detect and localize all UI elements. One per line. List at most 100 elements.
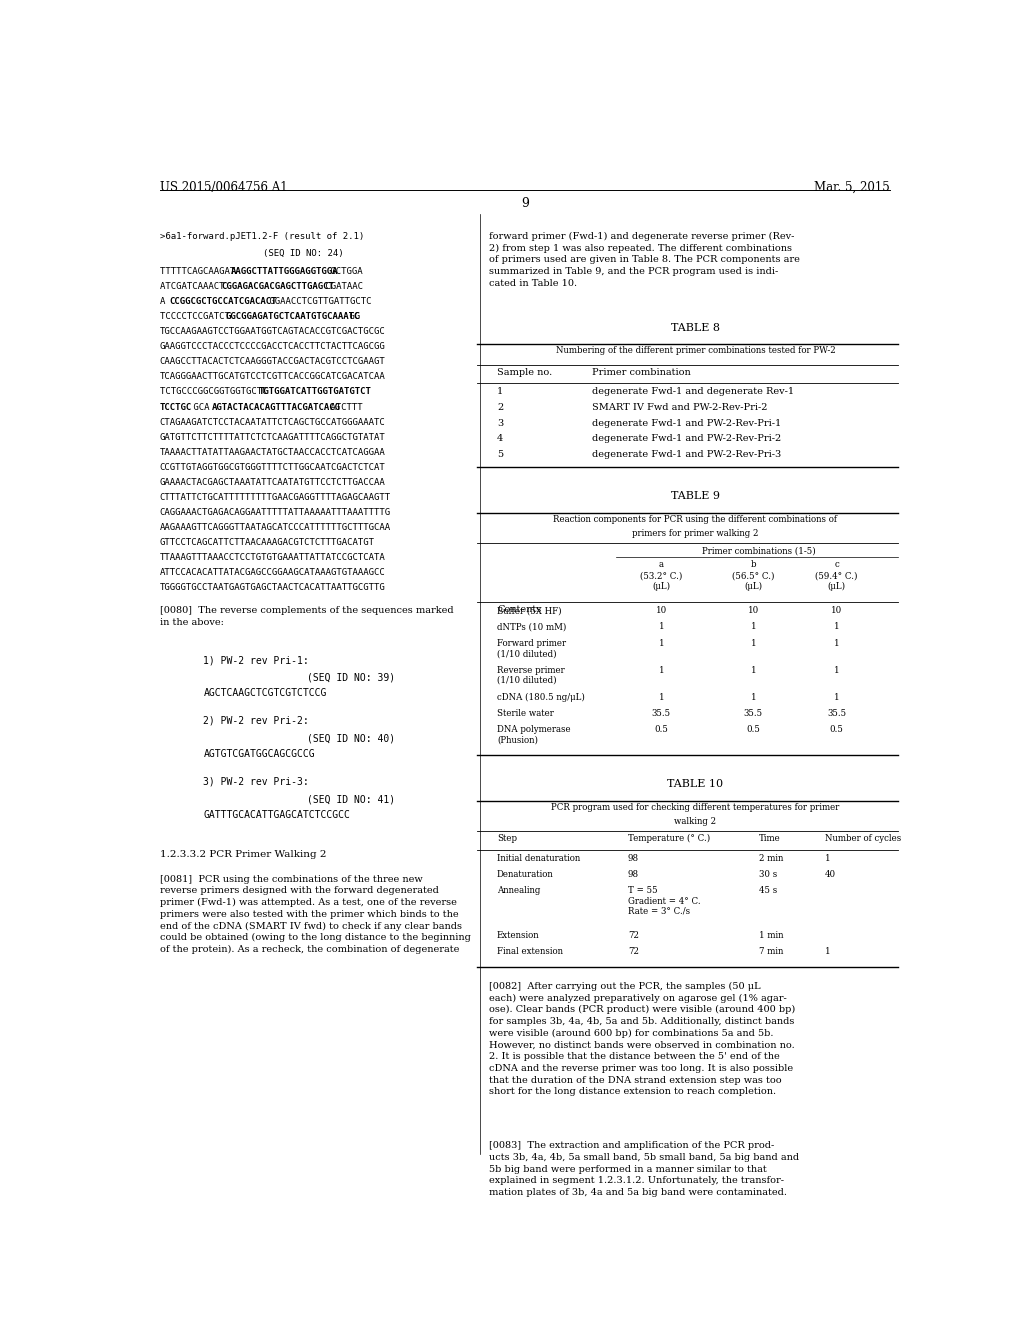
Text: TGGGGTGCCTAATGAGTGAGCTAACTCACATTAATTGCGTTG: TGGGGTGCCTAATGAGTGAGCTAACTCACATTAATTGCGT… bbox=[160, 583, 385, 593]
Text: CCGTTGTAGGTGGCGTGGGTTTTCTTGGCAATCGACTCTCAT: CCGTTGTAGGTGGCGTGGGTTTTCTTGGCAATCGACTCTC… bbox=[160, 463, 385, 471]
Text: [0080]  The reverse complements of the sequences marked
in the above:: [0080] The reverse complements of the se… bbox=[160, 606, 454, 627]
Text: 1: 1 bbox=[751, 665, 756, 675]
Text: (SEQ ID NO: 40): (SEQ ID NO: 40) bbox=[306, 734, 394, 743]
Text: CGGAGACGACGAGCTTGAGCT: CGGAGACGACGAGCTTGAGCT bbox=[221, 282, 334, 292]
Text: 1: 1 bbox=[834, 623, 840, 631]
Text: Final extension: Final extension bbox=[497, 948, 563, 956]
Text: 45 s: 45 s bbox=[759, 886, 777, 895]
Text: 9: 9 bbox=[521, 197, 528, 210]
Text: TCCCCTCCGATCT: TCCCCTCCGATCT bbox=[160, 313, 234, 321]
Text: TAAAACTTATATTAAGAACTATGCTAACCACCTCATCAGGAA: TAAAACTTATATTAAGAACTATGCTAACCACCTCATCAGG… bbox=[160, 447, 385, 457]
Text: 2) PW-2 rev Pri-2:: 2) PW-2 rev Pri-2: bbox=[204, 715, 309, 726]
Text: 2 min: 2 min bbox=[759, 854, 783, 862]
Text: cDNA (180.5 ng/μL): cDNA (180.5 ng/μL) bbox=[497, 693, 585, 702]
Text: 30 s: 30 s bbox=[759, 870, 777, 879]
Text: PCR program used for checking different temperatures for primer: PCR program used for checking different … bbox=[551, 803, 840, 812]
Text: Sample no.: Sample no. bbox=[497, 368, 552, 376]
Text: [0083]  The extraction and amplification of the PCR prod-
ucts 3b, 4a, 4b, 5a sm: [0083] The extraction and amplification … bbox=[489, 1142, 799, 1197]
Text: 3) PW-2 rev Pri-3:: 3) PW-2 rev Pri-3: bbox=[204, 777, 309, 787]
Text: CGATAAC: CGATAAC bbox=[321, 282, 364, 292]
Text: Reaction components for PCR using the different combinations of: Reaction components for PCR using the di… bbox=[553, 515, 838, 524]
Text: 72: 72 bbox=[628, 948, 639, 956]
Text: Reverse primer
(1/10 diluted): Reverse primer (1/10 diluted) bbox=[497, 665, 565, 685]
Text: TABLE 8: TABLE 8 bbox=[671, 323, 720, 333]
Text: 1: 1 bbox=[751, 639, 756, 648]
Text: TTAAAGTTTAAACCTCCTGTGTGAAATTATTATCCGCTCATA: TTAAAGTTTAAACCTCCTGTGTGAAATTATTATCCGCTCA… bbox=[160, 553, 385, 562]
Text: (SEQ ID NO: 39): (SEQ ID NO: 39) bbox=[306, 672, 394, 682]
Text: a
(53.2° C.)
(μL): a (53.2° C.) (μL) bbox=[640, 561, 682, 591]
Text: (SEQ ID NO: 41): (SEQ ID NO: 41) bbox=[306, 795, 394, 804]
Text: SMART IV Fwd and PW-2-Rev-Pri-2: SMART IV Fwd and PW-2-Rev-Pri-2 bbox=[592, 403, 768, 412]
Text: TTTTTCAGCAAGAT: TTTTTCAGCAAGAT bbox=[160, 267, 241, 276]
Text: 1.2.3.3.2 PCR Primer Walking 2: 1.2.3.3.2 PCR Primer Walking 2 bbox=[160, 850, 327, 859]
Text: 1) PW-2 rev Pri-1:: 1) PW-2 rev Pri-1: bbox=[204, 655, 309, 665]
Text: T = 55
Gradient = 4° C.
Rate = 3° C./s: T = 55 Gradient = 4° C. Rate = 3° C./s bbox=[628, 886, 700, 916]
Text: 10: 10 bbox=[831, 606, 843, 615]
Text: TABLE 10: TABLE 10 bbox=[668, 779, 724, 789]
Text: Initial denaturation: Initial denaturation bbox=[497, 854, 581, 862]
Text: Numbering of the different primer combinations tested for PW-2: Numbering of the different primer combin… bbox=[556, 346, 836, 355]
Text: CTAGAAGATCTCCTACAATATTCTCAGCTGCCATGGGAAATC: CTAGAAGATCTCCTACAATATTCTCAGCTGCCATGGGAAA… bbox=[160, 417, 385, 426]
Text: Time: Time bbox=[759, 834, 780, 843]
Text: GGAACCTCGTTGATTGCTC: GGAACCTCGTTGATTGCTC bbox=[263, 297, 371, 306]
Text: AAGAAAGTTCAGGGTTAATAGCATCCCATTTTTTGCTTTGCAA: AAGAAAGTTCAGGGTTAATAGCATCCCATTTTTTGCTTTG… bbox=[160, 523, 391, 532]
Text: >6a1-forward.pJET1.2-F (result of 2.1): >6a1-forward.pJET1.2-F (result of 2.1) bbox=[160, 231, 364, 240]
Text: GCTGGA: GCTGGA bbox=[325, 267, 362, 276]
Text: GGCGGAGATGCTCAATGTGCAAATC: GGCGGAGATGCTCAATGTGCAAATC bbox=[226, 313, 360, 321]
Text: GATTTGCACATTGAGCATCTCCGCC: GATTTGCACATTGAGCATCTCCGCC bbox=[204, 809, 350, 820]
Text: 72: 72 bbox=[628, 931, 639, 940]
Text: CAGGAAACTGAGACAGGAATTTTTATTAAAAATTTAAATTTTG: CAGGAAACTGAGACAGGAATTTTTATTAAAAATTTAAATT… bbox=[160, 508, 391, 517]
Text: 1: 1 bbox=[834, 665, 840, 675]
Text: c
(59.4° C.)
(μL): c (59.4° C.) (μL) bbox=[815, 561, 858, 591]
Text: 10: 10 bbox=[748, 606, 759, 615]
Text: GATGTTCTTCTTTTATTCTCTCAAGATTTTCAGGCTGTATAT: GATGTTCTTCTTTTATTCTCTCAAGATTTTCAGGCTGTAT… bbox=[160, 433, 385, 442]
Text: 1: 1 bbox=[834, 639, 840, 648]
Text: 5: 5 bbox=[497, 450, 503, 459]
Text: 1: 1 bbox=[658, 693, 665, 701]
Text: degenerate Fwd-1 and degenerate Rev-1: degenerate Fwd-1 and degenerate Rev-1 bbox=[592, 387, 795, 396]
Text: TCCTGC: TCCTGC bbox=[160, 403, 191, 412]
Text: Annealing: Annealing bbox=[497, 886, 541, 895]
Text: b
(56.5° C.)
(μL): b (56.5° C.) (μL) bbox=[732, 561, 774, 591]
Text: Step: Step bbox=[497, 834, 517, 843]
Text: Number of cycles: Number of cycles bbox=[824, 834, 901, 843]
Text: 1: 1 bbox=[497, 387, 503, 396]
Text: 1: 1 bbox=[834, 693, 840, 701]
Text: (SEQ ID NO: 24): (SEQ ID NO: 24) bbox=[263, 249, 343, 257]
Text: 4: 4 bbox=[497, 434, 503, 444]
Text: ATTCCACACATTATACGAGCCGGAAGCATAAAGTGTAAAGCC: ATTCCACACATTATACGAGCCGGAAGCATAAAGTGTAAAG… bbox=[160, 568, 385, 577]
Text: 3: 3 bbox=[497, 418, 503, 428]
Text: US 2015/0064756 A1: US 2015/0064756 A1 bbox=[160, 181, 288, 194]
Text: GAAGGTCCCTACCCTCCCCGACCTCACCTTCTACTTCAGCGG: GAAGGTCCCTACCCTCCCCGACCTCACCTTCTACTTCAGC… bbox=[160, 342, 385, 351]
Text: Denaturation: Denaturation bbox=[497, 870, 554, 879]
Text: GG: GG bbox=[344, 313, 360, 321]
Text: ATCGATCAAACT: ATCGATCAAACT bbox=[160, 282, 229, 292]
Text: [0082]  After carrying out the PCR, the samples (50 μL
each) were analyzed prepa: [0082] After carrying out the PCR, the s… bbox=[489, 982, 796, 1097]
Text: 35.5: 35.5 bbox=[743, 709, 763, 718]
Text: 98: 98 bbox=[628, 854, 639, 862]
Text: 7 min: 7 min bbox=[759, 948, 783, 956]
Text: TGCCAAGAAGTCCTGGAATGGTCAGTACACCGTCGACTGCGC: TGCCAAGAAGTCCTGGAATGGTCAGTACACCGTCGACTGC… bbox=[160, 327, 385, 337]
Text: 0.5: 0.5 bbox=[654, 725, 669, 734]
Text: Sterile water: Sterile water bbox=[497, 709, 554, 718]
Text: A: A bbox=[160, 297, 170, 306]
Text: 1: 1 bbox=[658, 623, 665, 631]
Text: Forward primer
(1/10 diluted): Forward primer (1/10 diluted) bbox=[497, 639, 566, 659]
Text: forward primer (Fwd-1) and degenerate reverse primer (Rev-
2) from step 1 was al: forward primer (Fwd-1) and degenerate re… bbox=[489, 231, 800, 288]
Text: 1: 1 bbox=[751, 693, 756, 701]
Text: AGTGTCGATGGCAGCGCCG: AGTGTCGATGGCAGCGCCG bbox=[204, 748, 315, 759]
Text: 1: 1 bbox=[658, 665, 665, 675]
Text: 10: 10 bbox=[655, 606, 667, 615]
Text: Temperature (° C.): Temperature (° C.) bbox=[628, 834, 711, 843]
Text: CTTTATTCTGCATTTTTTTTTGAACGAGGTTTTAGAGCAAGTT: CTTTATTCTGCATTTTTTTTTGAACGAGGTTTTAGAGCAA… bbox=[160, 492, 391, 502]
Text: Extension: Extension bbox=[497, 931, 540, 940]
Text: 1: 1 bbox=[658, 639, 665, 648]
Text: 98: 98 bbox=[628, 870, 639, 879]
Text: DNA polymerase
(Phusion): DNA polymerase (Phusion) bbox=[497, 725, 570, 744]
Text: TGTGGATCATTGGTGATGTCT: TGTGGATCATTGGTGATGTCT bbox=[259, 388, 372, 396]
Text: TABLE 9: TABLE 9 bbox=[671, 491, 720, 502]
Text: 0.5: 0.5 bbox=[746, 725, 760, 734]
Text: AGTACTACACAGTTTACGATCACG: AGTACTACACAGTTTACGATCACG bbox=[212, 403, 341, 412]
Text: Buffer (5X HF): Buffer (5X HF) bbox=[497, 606, 561, 615]
Text: TCAGGGAACTTGCATGTCCTCGTTCACCGGCATCGACATCAA: TCAGGGAACTTGCATGTCCTCGTTCACCGGCATCGACATC… bbox=[160, 372, 385, 381]
